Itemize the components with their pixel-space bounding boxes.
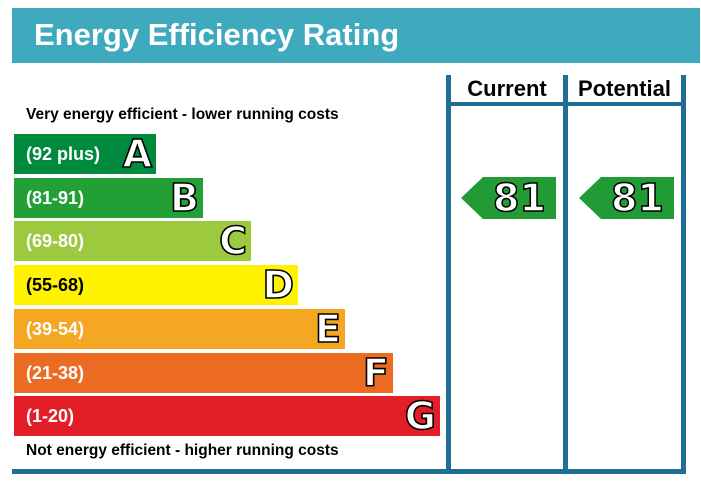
- rating-band-e: (39-54) E: [14, 307, 345, 351]
- band-letter: F: [362, 351, 390, 395]
- band-range-label: (69-80): [26, 231, 85, 251]
- rating-band-d: (55-68) D: [14, 263, 298, 307]
- frame-left-line: [446, 75, 451, 473]
- frame-middle-line: [563, 75, 568, 473]
- potential-arrow-shape: [579, 177, 674, 219]
- title-bar: Energy Efficiency Rating: [12, 8, 700, 63]
- band-range-label: (21-38): [26, 363, 85, 383]
- band-letter: B: [169, 176, 200, 220]
- frame-right-line: [681, 75, 686, 473]
- band-letter: E: [314, 307, 342, 351]
- rating-band-b: (81-91) B: [14, 176, 203, 220]
- current-column-header: Current: [467, 76, 547, 101]
- band-range-label: (55-68): [26, 275, 85, 295]
- top-caption: Very energy efficient - lower running co…: [26, 106, 339, 123]
- current-rating-arrow: 81: [461, 176, 556, 220]
- frame-header-underline: [446, 102, 686, 106]
- rating-band-a: (92 plus) A: [14, 132, 156, 176]
- rating-band-f: (21-38) F: [14, 351, 393, 395]
- current-rating-value: 81: [492, 176, 546, 220]
- potential-column-header: Potential: [578, 76, 671, 101]
- bottom-caption: Not energy efficient - higher running co…: [26, 442, 339, 459]
- band-range-label: (92 plus): [26, 144, 101, 164]
- chart-title: Energy Efficiency Rating: [34, 17, 400, 52]
- potential-rating-arrow: 81: [579, 176, 674, 220]
- rating-band-c: (69-80) C: [14, 219, 251, 263]
- current-arrow-shape: [461, 177, 556, 219]
- band-range-label: (39-54): [26, 319, 85, 339]
- potential-rating-value: 81: [610, 176, 664, 220]
- band-letter: D: [262, 263, 295, 307]
- band-range-label: (81-91): [26, 188, 85, 208]
- band-range-label: (1-20): [26, 406, 75, 426]
- frame-bottom-line: [12, 469, 686, 474]
- band-letter: G: [404, 394, 437, 438]
- band-letter: C: [218, 219, 247, 263]
- rating-band-g: (1-20) G: [14, 394, 440, 438]
- band-letter: A: [122, 132, 153, 176]
